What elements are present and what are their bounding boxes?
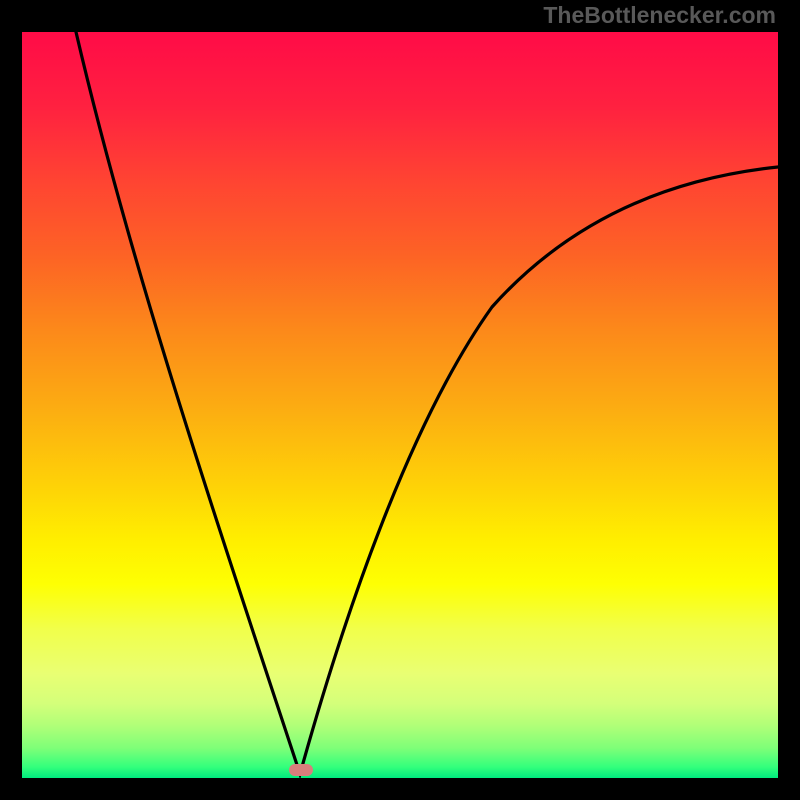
- frame-border-bottom: [0, 778, 800, 800]
- plot-area: [22, 32, 778, 778]
- frame-border-right: [778, 0, 800, 800]
- chart-frame: TheBottlenecker.com: [0, 0, 800, 800]
- frame-border-left: [0, 0, 22, 800]
- attribution-text: TheBottlenecker.com: [543, 2, 776, 29]
- min-marker: [289, 764, 313, 776]
- v-curve-path: [76, 32, 778, 774]
- v-curve: [22, 32, 778, 778]
